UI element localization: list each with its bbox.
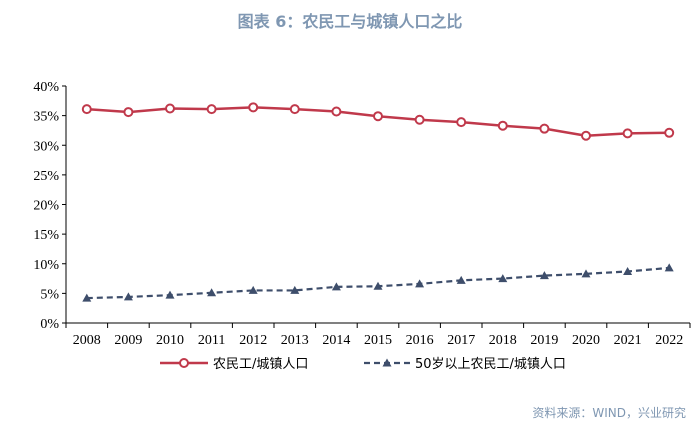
legend-marker-migrant-workers-over-50	[382, 358, 392, 367]
data-point-migrant-workers	[622, 128, 633, 139]
y-tick-label: 10%	[33, 258, 59, 273]
x-tick-label: 2012	[239, 333, 267, 348]
x-tick-label: 2022	[655, 333, 683, 348]
y-tick-label: 0%	[40, 317, 59, 332]
x-tick-label: 2015	[364, 333, 392, 348]
y-tick-label: 20%	[33, 199, 59, 214]
x-tick-label: 2013	[281, 333, 309, 348]
data-point-migrant-workers	[123, 107, 134, 118]
data-point-migrant-workers	[373, 111, 383, 122]
data-point-migrant-workers-over-50	[539, 271, 549, 280]
data-point-migrant-workers-over-50	[415, 279, 425, 288]
data-point-migrant-workers-over-50	[456, 275, 466, 284]
data-point-migrant-workers	[456, 117, 467, 128]
source-note: 资料来源：WIND，兴业研究	[532, 406, 686, 420]
data-point-migrant-workers	[539, 123, 550, 134]
data-point-migrant-workers-over-50	[165, 290, 175, 299]
x-tick-label: 2021	[614, 333, 642, 348]
data-point-migrant-workers-over-50	[248, 285, 258, 294]
y-tick-label: 30%	[33, 139, 59, 154]
x-tick-label: 2018	[489, 333, 517, 348]
x-tick-label: 2010	[156, 333, 184, 348]
data-point-migrant-workers-over-50	[623, 266, 633, 275]
data-point-migrant-workers	[248, 102, 259, 113]
x-tick-label: 2019	[530, 333, 558, 348]
y-tick-label: 25%	[33, 169, 59, 184]
data-point-migrant-workers	[165, 103, 175, 114]
data-point-migrant-workers	[581, 130, 591, 141]
data-point-migrant-workers	[81, 104, 92, 115]
data-point-migrant-workers-over-50	[331, 282, 341, 291]
data-point-migrant-workers-over-50	[290, 285, 300, 294]
data-point-migrant-workers-over-50	[82, 293, 92, 302]
data-point-migrant-workers-over-50	[581, 269, 591, 278]
legend: 农民工/城镇人口 50岁以上农民工/城镇人口	[160, 357, 566, 372]
data-point-migrant-workers	[414, 114, 425, 125]
x-tick-label: 2014	[322, 333, 350, 348]
data-point-migrant-workers-over-50	[664, 263, 674, 272]
data-point-migrant-workers-over-50	[373, 281, 383, 290]
x-tick-label: 2017	[447, 333, 475, 348]
y-tick-label: 40%	[33, 80, 59, 95]
y-tick-label: 15%	[33, 228, 59, 243]
y-tick-label: 5%	[40, 287, 59, 302]
data-point-migrant-workers	[497, 120, 508, 131]
data-point-migrant-workers	[331, 106, 342, 117]
y-tick-label: 35%	[33, 110, 59, 125]
data-point-migrant-workers-over-50	[123, 292, 133, 301]
legend-label-migrant-workers-over-50: 50岁以上农民工/城镇人口	[415, 357, 566, 372]
data-point-migrant-workers-over-50	[498, 274, 508, 283]
data-point-migrant-workers-over-50	[207, 288, 217, 297]
data-point-migrant-workers	[664, 127, 675, 138]
x-tick-label: 2008	[73, 333, 101, 348]
legend-label-migrant-workers: 农民工/城镇人口	[213, 357, 308, 372]
axes: 0% 5% 10% 15% 20% 25% 30% 35% 40% 2008 2009 2010 201…	[33, 80, 691, 348]
legend-marker-migrant-workers	[179, 358, 189, 368]
x-tick-label: 2011	[198, 333, 225, 348]
x-tick-label: 2020	[572, 333, 600, 348]
data-point-migrant-workers	[206, 104, 217, 115]
x-tick-label: 2016	[406, 333, 434, 348]
chart-title: 图表 6：农民工与城镇人口之比	[237, 12, 463, 31]
series-layer	[81, 102, 675, 302]
x-tick-label: 2009	[114, 333, 142, 348]
data-point-migrant-workers	[289, 104, 300, 115]
